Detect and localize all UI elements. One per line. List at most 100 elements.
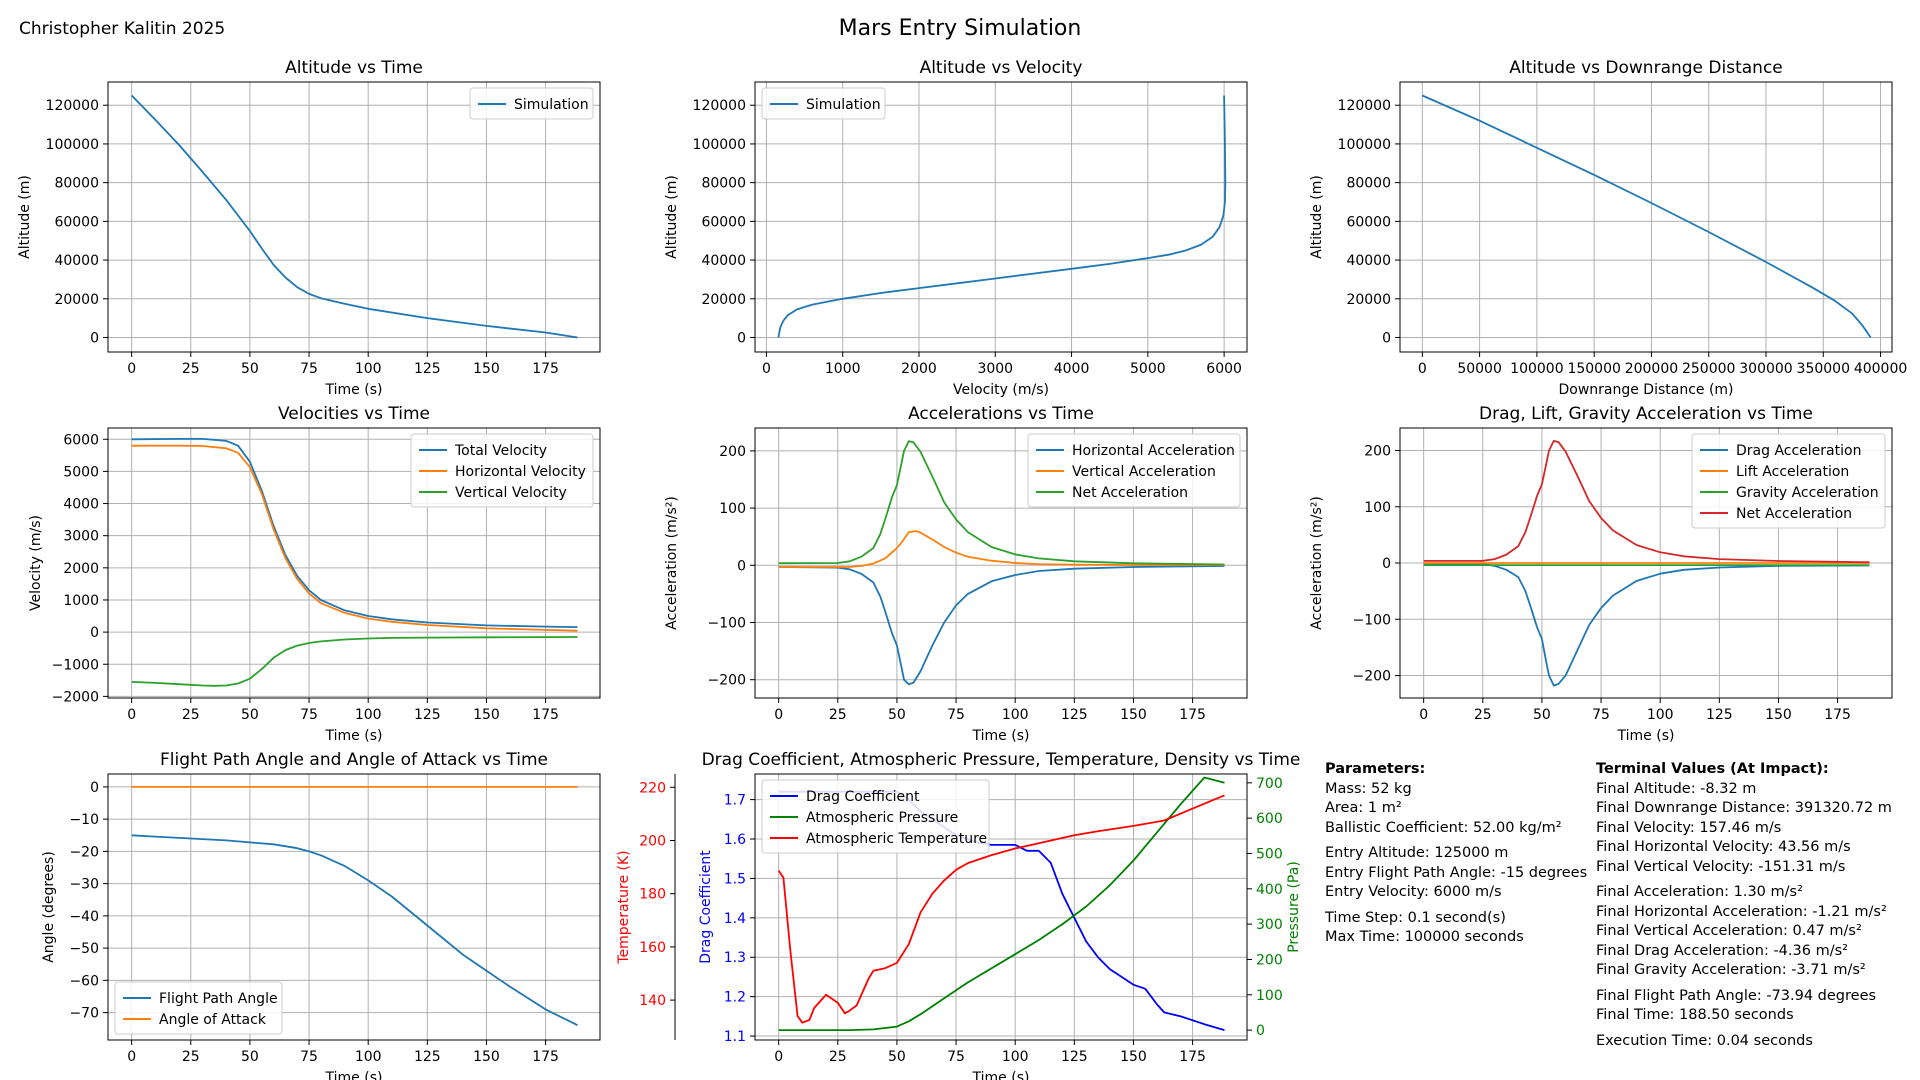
temp-tick-label: 200 [639, 834, 666, 850]
y-tick-label: 120000 [1338, 98, 1391, 114]
term-daccel: Final Drag Acceleration: -4.36 m/s² [1596, 942, 1848, 959]
pres-tick-label: 0 [1256, 1023, 1265, 1039]
legend-label: Total Velocity [454, 443, 547, 459]
pressure-axis-label: Pressure (Pa) [1286, 861, 1302, 953]
x-tick-label: 0 [774, 1049, 783, 1065]
pres-tick-label: 700 [1256, 776, 1283, 792]
series-line-simulation [1421, 94, 1872, 338]
series-line-drag-acceleration [1423, 562, 1870, 687]
plot-lines [1421, 94, 1872, 338]
x-tick-label: 125 [414, 361, 441, 377]
x-axis-label: Velocity (m/s) [953, 382, 1049, 398]
legend-label: Lift Acceleration [1736, 464, 1849, 480]
x-tick-label: 100000 [1510, 361, 1563, 377]
legend-label: Drag Acceleration [1736, 443, 1861, 459]
x-axis-label: Downrange Distance (m) [1558, 382, 1733, 398]
chart-alt-time: 0 25 50 75 100 125 150 175 0 20000 40000 60000 80000… [17, 58, 601, 398]
y-tick-label: 1.4 [724, 911, 746, 927]
x-tick-label: 150 [473, 361, 500, 377]
legend-label: Atmospheric Pressure [806, 810, 958, 826]
x-tick-label: 100 [1002, 707, 1029, 723]
legend: Horizontal Acceleration Vertical Accelera… [1027, 433, 1241, 508]
x-tick-label: 175 [532, 707, 559, 723]
x-tick-label: 25 [829, 707, 847, 723]
pres-tick-label: 100 [1256, 988, 1283, 1004]
y-tick-label: 0 [90, 780, 99, 796]
y-tick-label: 80000 [701, 176, 746, 192]
legend: Drag Acceleration Lift Acceleration Gravit… [1691, 433, 1886, 529]
x-tick-label: 2000 [901, 361, 937, 377]
y-tick-label: 0 [90, 625, 99, 641]
x-tick-label: 50 [241, 361, 259, 377]
y-axis-label: Altitude (m) [664, 175, 680, 259]
legend-label: Vertical Acceleration [1072, 464, 1216, 480]
chart-title: Drag Coefficient, Atmospheric Pressure, … [702, 750, 1301, 770]
y-tick-label: 40000 [701, 253, 746, 269]
series-line-horizontal-acceleration [778, 565, 1225, 686]
pres-tick-label: 600 [1256, 811, 1283, 827]
x-axis-label: Time (s) [325, 1070, 383, 1080]
figure-title: Mars Entry Simulation [838, 16, 1082, 41]
x-tick-label: 6000 [1206, 361, 1242, 377]
x-tick-label: 100 [355, 361, 382, 377]
y-tick-label: 60000 [1346, 214, 1391, 230]
x-tick-label: 0 [127, 1049, 136, 1065]
plot-lines [777, 95, 1227, 338]
x-tick-label: 50 [241, 1049, 259, 1065]
x-tick-label: 150 [473, 1049, 500, 1065]
y-tick-label: −40 [69, 909, 99, 925]
chart-title: Altitude vs Time [285, 58, 423, 78]
y-tick-label: −100 [1353, 612, 1391, 628]
param-time-step: Time Step: 0.1 second(s) [1325, 909, 1506, 926]
y-tick-label: 3000 [63, 529, 99, 545]
x-tick-label: 3000 [977, 361, 1013, 377]
chart-alt-vel: 0 1000 2000 3000 4000 5000 6000020000400006000… [664, 58, 1248, 398]
x-tick-label: 0 [1418, 361, 1427, 377]
param-area: Area: 1 m² [1325, 800, 1402, 816]
plot-frame [1399, 427, 1893, 699]
series-line-vertical-velocity [131, 636, 578, 687]
x-tick-label: 300000 [1739, 361, 1792, 377]
term-fpa: Final Flight Path Angle: -73.94 degrees [1596, 987, 1877, 1004]
term-altitude: Final Altitude: -8.32 m [1596, 780, 1757, 797]
chart-cd-atm: 0 25 50 75 100 125 150 175 1.1 1.2 1.3 1.4 1.5 1.6 1.7… [616, 750, 1302, 1080]
temp-tick-label: 140 [639, 993, 666, 1009]
y-tick-label: 80000 [54, 176, 99, 192]
plot-frame [107, 81, 601, 353]
x-axis-label: Time (s) [972, 1070, 1030, 1080]
series-line-net-acceleration [1423, 439, 1870, 564]
y-tick-label: −30 [69, 877, 99, 893]
temp-tick-label: 180 [639, 887, 666, 903]
x-tick-label: 0 [1419, 707, 1428, 723]
y-tick-label: 0 [90, 330, 99, 346]
y-tick-label: 60000 [54, 214, 99, 230]
chart-title: Velocities vs Time [278, 404, 430, 424]
x-tick-label: 100 [1002, 1049, 1029, 1065]
chart-fpa-aoa: 0 25 50 75 100 125 150 175 −70 −60 −50 −40 −30 −20 −10… [41, 750, 601, 1080]
chart-title: Flight Path Angle and Angle of Attack vs… [160, 750, 548, 770]
y-tick-label: −2000 [52, 689, 99, 705]
x-tick-label: 75 [300, 707, 318, 723]
temp-tick-label: 220 [639, 780, 666, 796]
pres-tick-label: 400 [1256, 882, 1283, 898]
x-tick-label: 100 [355, 707, 382, 723]
x-tick-label: 150 [1120, 707, 1147, 723]
legend-label: Simulation [806, 97, 881, 113]
series-line-vertical-acceleration [778, 530, 1225, 568]
y-tick-label: −200 [708, 673, 746, 689]
plot-frame [107, 427, 601, 699]
term-hvel: Final Horizontal Velocity: 43.56 m/s [1596, 839, 1851, 855]
x-axis-label: Time (s) [972, 728, 1030, 744]
legend: Simulation [469, 87, 594, 120]
legend-box [1691, 433, 1886, 529]
legend-box [761, 779, 990, 854]
pres-tick-label: 200 [1256, 952, 1283, 968]
x-tick-label: 125 [1061, 707, 1088, 723]
y-axis-label: Acceleration (m/s²) [1309, 496, 1325, 630]
chart-acc-time: 0 25 50 75 100 125 150 175 −200 −100 0 100 200 Accele… [664, 404, 1248, 744]
y-tick-label: 1.7 [724, 793, 746, 809]
y-tick-label: 120000 [693, 98, 746, 114]
pres-tick-label: 500 [1256, 846, 1283, 862]
y-tick-label: 0 [737, 558, 746, 574]
